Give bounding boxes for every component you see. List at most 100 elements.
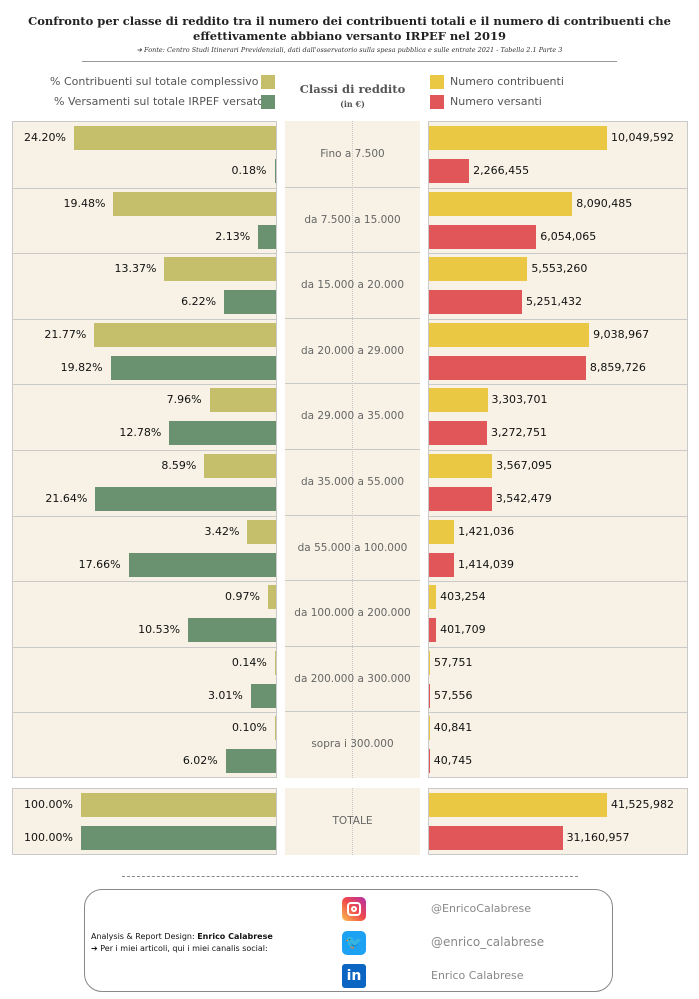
- row-divider: [13, 253, 276, 255]
- income-class-label: Fino a 7.500: [320, 148, 385, 160]
- row-divider: [13, 712, 276, 714]
- bar-num-contribuenti: [429, 519, 455, 544]
- center-title: Classi di reddito: [299, 82, 406, 96]
- label-pct: 12.78%: [119, 426, 162, 440]
- label-pct: 10.53%: [138, 623, 181, 637]
- label-pct: 0.10%: [232, 721, 267, 735]
- bar-pct-versamenti: [95, 487, 276, 511]
- instagram-handle[interactable]: @EnricoCalabrese: [431, 902, 532, 915]
- center-guide: [352, 788, 353, 855]
- bar-num-versanti: [429, 552, 455, 577]
- bar-num-contribuenti: [429, 585, 437, 610]
- income-class-label: da 200.000 a 300.000: [294, 672, 411, 685]
- label-num: 5,251,432: [526, 295, 582, 309]
- bar-pct-contribuenti: [74, 126, 276, 150]
- bar-pct-versamenti: [258, 224, 276, 249]
- total-center-panel: TOTALE: [285, 788, 420, 855]
- bar-num-versanti: [429, 224, 537, 249]
- label-pct: 8.59%: [161, 459, 197, 472]
- income-class-label: TOTALE: [332, 815, 373, 827]
- row-divider: [285, 317, 420, 319]
- linkedin-icon[interactable]: in: [342, 964, 366, 988]
- bar-pct-contribuenti: [204, 454, 276, 478]
- label-num: 40,745: [433, 754, 473, 768]
- label-pct: 100.00%: [24, 798, 73, 811]
- bar-pct-versamenti: [250, 683, 276, 708]
- row-divider: [285, 449, 420, 450]
- linkedin-name[interactable]: Enrico Calabrese: [431, 969, 524, 982]
- row-divider: [285, 252, 420, 254]
- credit-text: Analysis & Report Design: Enrico Calabre…: [91, 931, 273, 955]
- label-num: 5,553,260: [531, 262, 588, 276]
- income-class-label: da 20.000 a 29.000: [300, 344, 405, 357]
- legend-num-contribuenti: Numero contribuenti: [450, 75, 564, 88]
- label-pct: 24.20%: [24, 131, 66, 144]
- bar-pct-versamenti: [81, 826, 276, 850]
- label-num: 3,567,095: [496, 459, 553, 472]
- label-pct: 0.18%: [231, 164, 267, 177]
- divider: [82, 61, 617, 62]
- row-divider: [429, 253, 687, 255]
- instagram-icon[interactable]: [342, 897, 366, 921]
- center-subtitle: (in €): [340, 99, 365, 109]
- label-num: 31,160,957: [566, 831, 630, 844]
- total-right-panel: 41,525,982 31,160,957: [428, 788, 688, 855]
- bar-num-contribuenti: [429, 793, 607, 817]
- label-pct: 13.37%: [114, 262, 157, 276]
- label-num: 403,254: [440, 590, 486, 604]
- label-num: 9,038,967: [593, 327, 650, 341]
- income-class-label: da 15.000 a 20.000: [300, 279, 405, 292]
- row-divider: [13, 318, 276, 320]
- bar-pct-versamenti: [224, 290, 276, 315]
- row-divider: [429, 581, 687, 583]
- label-num: 57,556: [434, 688, 473, 702]
- label-pct: 7.96%: [166, 393, 202, 407]
- legend-swatch-yellow: [430, 75, 444, 89]
- label-pct: 3.42%: [204, 524, 240, 538]
- label-pct: 6.02%: [182, 754, 218, 768]
- label-pct: 21.77%: [44, 327, 87, 341]
- label-num: 41,525,982: [611, 798, 674, 811]
- bar-num-contribuenti: [429, 716, 430, 741]
- label-num: 2,266,455: [473, 164, 530, 177]
- label-num: 3,272,751: [490, 426, 547, 440]
- row-divider: [429, 712, 687, 714]
- income-class-label: sopra i 300.000: [311, 738, 394, 751]
- twitter-handle[interactable]: @enrico_calabrese: [431, 935, 545, 949]
- bar-num-contribuenti: [429, 191, 573, 216]
- bar-num-versanti: [429, 826, 563, 850]
- legend-swatch-red: [430, 95, 444, 109]
- credit-name: Enrico Calabrese: [197, 932, 273, 941]
- legend-num-versanti: Numero versanti: [450, 95, 542, 108]
- bar-pct-contribuenti: [209, 388, 276, 413]
- income-class-label: da 35.000 a 55.000: [300, 476, 405, 488]
- row-divider: [13, 515, 276, 517]
- label-num: 6,054,065: [540, 229, 597, 243]
- credit-line2: ➔ Per i miei articoli, qui i miei canali…: [91, 944, 268, 953]
- bar-num-versanti: [429, 749, 430, 774]
- bar-pct-contribuenti: [274, 650, 276, 675]
- bar-num-contribuenti: [429, 388, 488, 413]
- label-num: 3,542,479: [495, 492, 552, 505]
- legend-swatch-olive: [261, 75, 275, 89]
- total-left-panel: 100.00% 100.00%: [12, 788, 277, 855]
- row-divider: [429, 318, 687, 320]
- center-header: Classi di reddito (in €): [285, 82, 420, 109]
- legend-swatch-green: [261, 95, 275, 109]
- bar-pct-contribuenti: [81, 793, 276, 817]
- bar-num-versanti: [429, 421, 487, 446]
- twitter-icon[interactable]: 🐦: [342, 931, 366, 955]
- row-divider: [13, 646, 276, 648]
- label-pct: 100.00%: [24, 831, 73, 844]
- row-divider: [429, 515, 687, 517]
- label-pct: 0.14%: [231, 655, 267, 669]
- label-num: 401,709: [440, 623, 486, 637]
- bar-pct-contribuenti: [267, 585, 276, 610]
- bar-num-versanti: [429, 487, 492, 511]
- label-pct: 21.64%: [45, 492, 88, 505]
- bar-pct-contribuenti: [275, 716, 276, 741]
- label-num: 57,751: [434, 655, 473, 669]
- label-num: 1,421,036: [458, 524, 515, 538]
- income-class-label: da 55.000 a 100.000: [297, 541, 408, 554]
- label-num: 40,841: [433, 721, 473, 735]
